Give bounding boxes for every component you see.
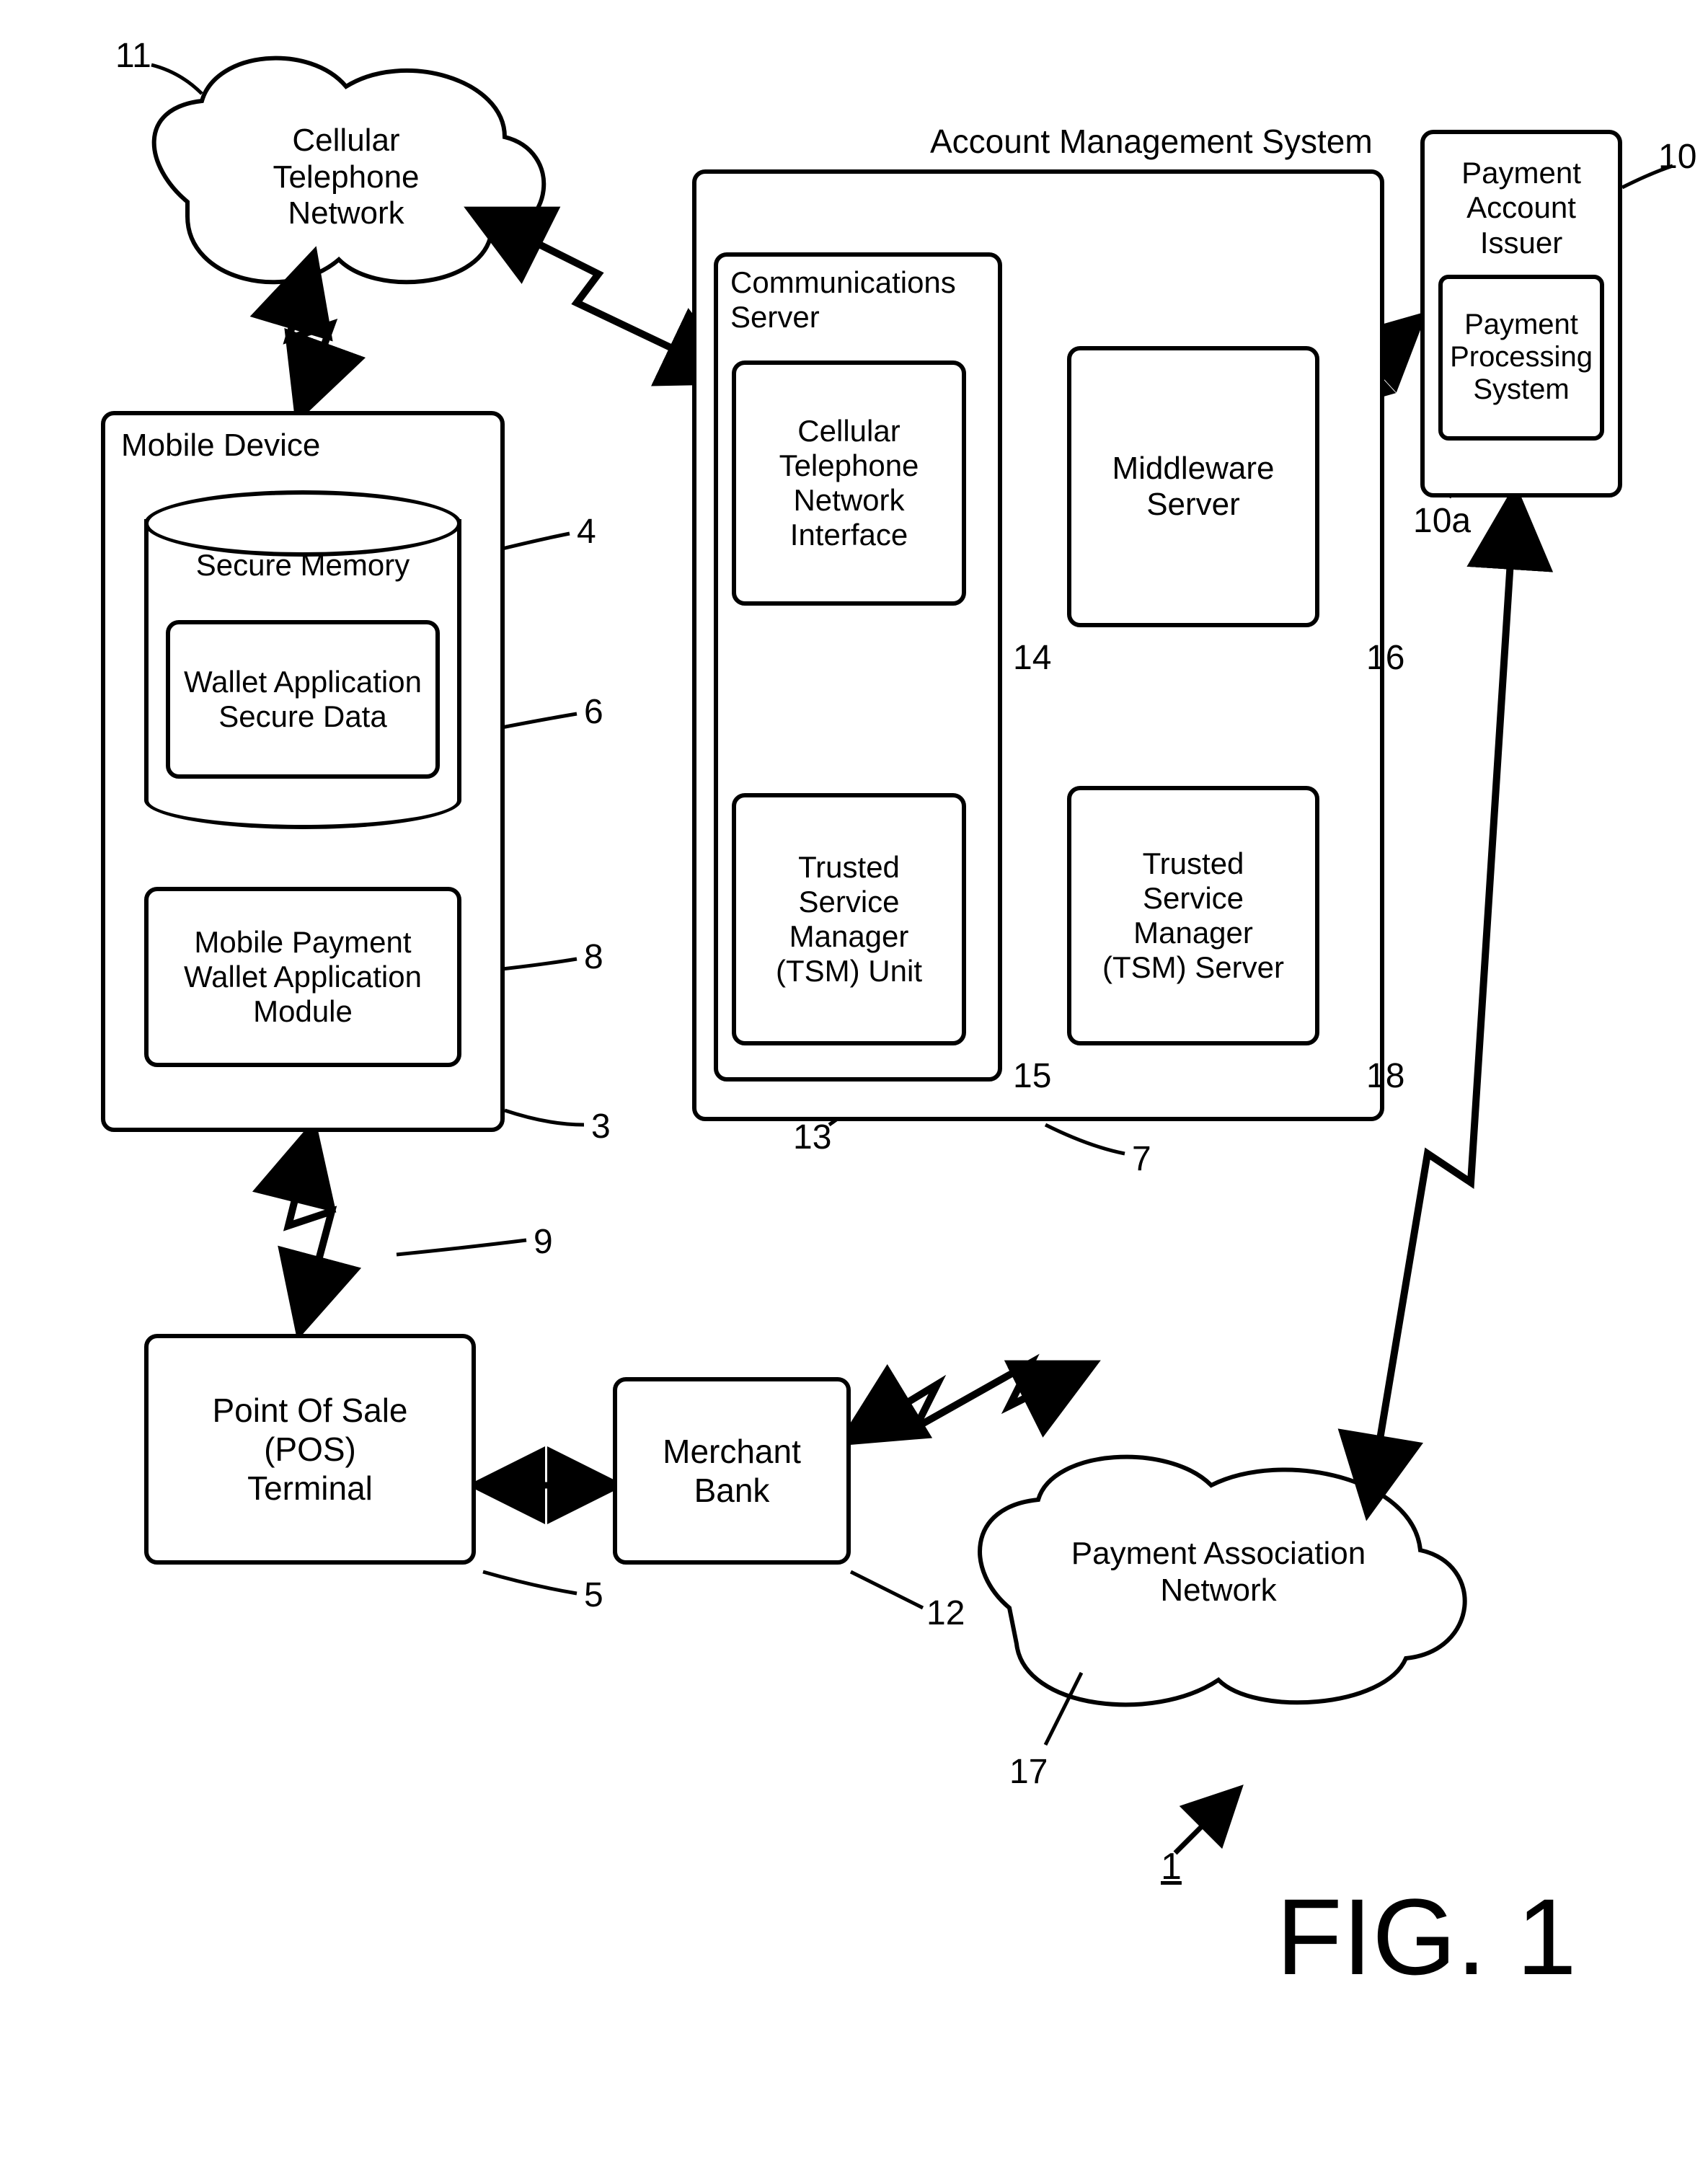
ref-17: 17 — [1009, 1752, 1048, 1792]
ref-8: 8 — [584, 937, 603, 977]
cloud-pan-text: Payment Association Network — [1045, 1536, 1391, 1609]
wallet-module-box: Mobile Payment Wallet Application Module — [144, 887, 461, 1067]
issuer-box: Payment Account Issuer Payment Processin… — [1420, 130, 1622, 497]
tsm-unit-box: Trusted Service Manager (TSM) Unit — [732, 793, 966, 1045]
issuer-title: Payment Account Issuer — [1461, 156, 1581, 260]
comm-server-title: Communications Server — [730, 265, 956, 335]
figure-label: FIG. 1 — [1276, 1875, 1577, 1999]
ref-18: 18 — [1366, 1056, 1404, 1096]
ref-15: 15 — [1013, 1056, 1051, 1096]
merchant-bank-box: Merchant Bank — [613, 1377, 851, 1565]
ams-title: Account Management System — [930, 123, 1373, 161]
ref-7: 7 — [1132, 1139, 1151, 1179]
ref-16: 16 — [1366, 638, 1404, 678]
cloud-ctn-text: Cellular Telephone Network — [216, 123, 476, 232]
ref-3: 3 — [591, 1107, 611, 1146]
pps-box: Payment Processing System — [1438, 275, 1604, 441]
ref-9: 9 — [534, 1222, 553, 1262]
tsm-server-box: Trusted Service Manager (TSM) Server — [1067, 786, 1319, 1045]
middleware-box: Middleware Server — [1067, 346, 1319, 627]
ref-6: 6 — [584, 692, 603, 732]
ref-5: 5 — [584, 1575, 603, 1615]
mobile-device-title: Mobile Device — [121, 428, 320, 464]
secure-memory-text: Secure Memory — [166, 548, 440, 583]
ref-4: 4 — [577, 512, 596, 552]
wallet-secure-data-box: Wallet Application Secure Data — [166, 620, 440, 779]
pos-box: Point Of Sale (POS) Terminal — [144, 1334, 476, 1565]
ref-14: 14 — [1013, 638, 1051, 678]
ref-12: 12 — [926, 1593, 965, 1633]
ctni-box: Cellular Telephone Network Interface — [732, 361, 966, 606]
ref-10: 10 — [1658, 137, 1696, 177]
ref-10a: 10a — [1413, 501, 1471, 541]
ref-13: 13 — [793, 1118, 831, 1157]
ref-1-system: 1 — [1161, 1846, 1182, 1889]
ref-11: 11 — [115, 36, 151, 76]
